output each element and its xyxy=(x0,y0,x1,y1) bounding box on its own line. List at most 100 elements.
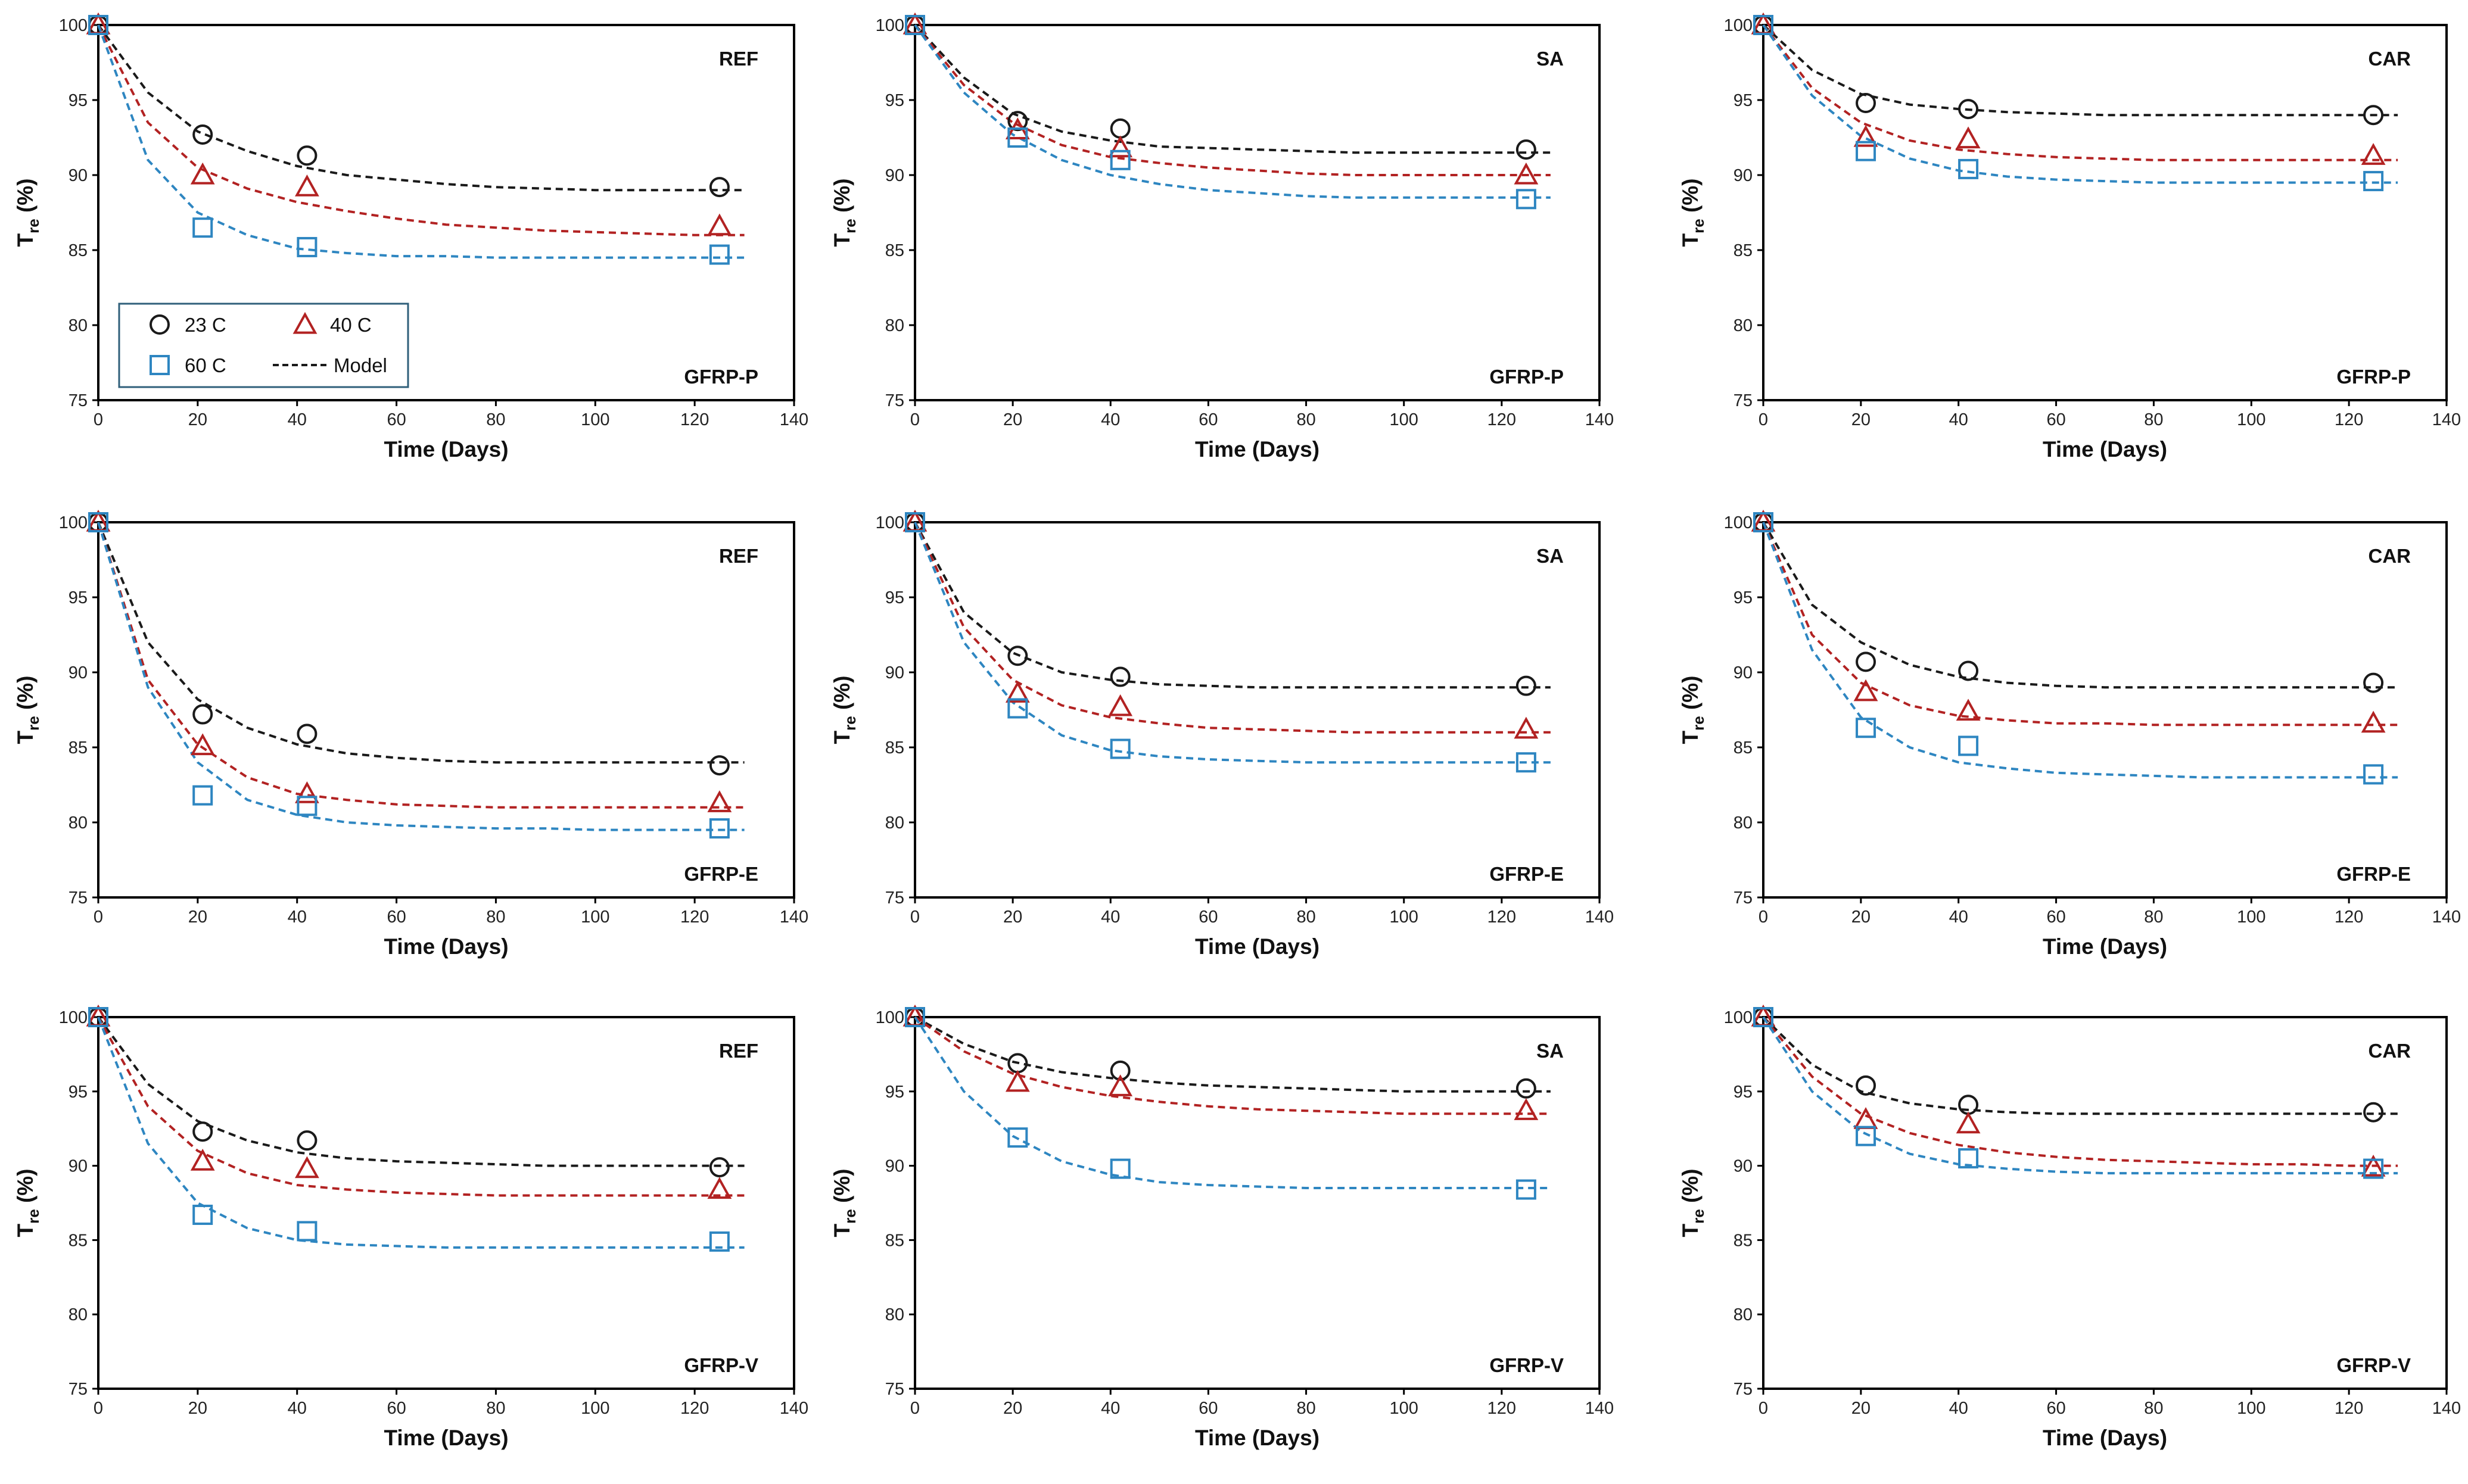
y-tick-label: 80 xyxy=(69,1305,88,1324)
model-curve-23c xyxy=(1762,1016,2398,1115)
legend-square-swatch xyxy=(150,355,170,375)
x-tick-label: 20 xyxy=(188,1399,207,1418)
y-tick-label: 75 xyxy=(1733,1380,1753,1399)
data-point-23c xyxy=(1515,139,1536,160)
x-tick-label: 40 xyxy=(288,410,307,429)
plot-frame xyxy=(914,1016,1601,1390)
model-curve-60c xyxy=(914,1016,1551,1189)
x-tick-label: 120 xyxy=(2335,410,2363,429)
x-tick-label: 100 xyxy=(1390,410,1418,429)
data-point-23c xyxy=(192,1121,213,1142)
y-tick-label: 80 xyxy=(69,316,88,335)
y-tick-label: 80 xyxy=(885,316,904,335)
model-curve-60c xyxy=(97,522,745,831)
x-tick-label: 60 xyxy=(1199,908,1218,927)
model-curve-40c xyxy=(97,1017,745,1197)
legend: 23 C 40 C 60 C Model xyxy=(118,303,409,388)
data-point-23c xyxy=(709,1157,730,1178)
x-axis-title: Time (Days) xyxy=(384,1426,508,1450)
x-tick-label: 0 xyxy=(1759,410,1768,429)
y-axis-title: Tre (%) xyxy=(1678,675,1707,744)
condition-label: CAR xyxy=(2369,1040,2411,1062)
x-tick-label: 20 xyxy=(1851,410,1871,429)
data-point-60c xyxy=(1753,512,1773,532)
data-point-40c xyxy=(190,162,215,185)
y-tick-label: 75 xyxy=(1733,391,1753,410)
data-point-40c xyxy=(1108,694,1133,716)
data-point-60c xyxy=(192,217,213,238)
data-point-40c xyxy=(1005,681,1030,703)
chart-panel-sa-gfrp-p: 0 20 40 60 80 100 120 140 75 80 85 90 95 100 Time (Day… xyxy=(830,12,1614,462)
x-tick-label: 20 xyxy=(1003,908,1022,927)
data-point-23c xyxy=(1110,118,1131,139)
model-curve-40c xyxy=(914,522,1551,734)
x-tick-label: 20 xyxy=(188,410,207,429)
y-tick-label: 85 xyxy=(1733,738,1753,757)
bar-type-label: GFRP-V xyxy=(1489,1354,1564,1376)
plot-frame xyxy=(914,521,1601,899)
x-tick-label: 40 xyxy=(1949,410,1968,429)
y-tick-label: 85 xyxy=(885,1231,904,1250)
x-tick-label: 60 xyxy=(2046,410,2065,429)
data-point-40c xyxy=(1005,1070,1030,1092)
data-point-23c xyxy=(1007,646,1028,666)
data-point-60c xyxy=(297,796,318,816)
y-tick-label: 90 xyxy=(1733,1157,1753,1176)
x-tick-label: 80 xyxy=(486,1399,505,1418)
data-point-40c xyxy=(2361,710,2386,733)
x-tick-label: 120 xyxy=(680,1399,709,1418)
y-axis-title: Tre (%) xyxy=(830,178,859,247)
data-point-40c xyxy=(1956,699,1981,721)
x-tick-label: 80 xyxy=(1296,410,1315,429)
plot-frame xyxy=(914,24,1601,401)
model-curve-23c xyxy=(97,1016,745,1167)
x-tick-label: 60 xyxy=(1199,410,1218,429)
x-axis-title: Time (Days) xyxy=(2043,934,2167,959)
condition-label: REF xyxy=(719,1040,758,1062)
model-curve-60c xyxy=(914,24,1551,199)
data-point-23c xyxy=(1958,660,1979,681)
bar-type-label: GFRP-V xyxy=(2336,1354,2411,1376)
x-tick-label: 0 xyxy=(94,1399,103,1418)
data-point-23c xyxy=(2363,105,2384,126)
x-axis-title: Time (Days) xyxy=(1195,1426,1319,1450)
model-curve-60c xyxy=(1762,522,2398,779)
plot-frame xyxy=(1762,24,2448,401)
data-point-60c xyxy=(297,236,318,257)
data-point-60c xyxy=(297,1221,318,1242)
y-axis-title: Tre (%) xyxy=(830,675,859,744)
y-tick-label: 100 xyxy=(1724,1008,1753,1027)
x-tick-label: 140 xyxy=(780,908,808,927)
data-point-23c xyxy=(297,145,318,166)
data-point-40c xyxy=(1108,135,1133,158)
x-tick-label: 60 xyxy=(2046,1399,2065,1418)
x-tick-label: 0 xyxy=(910,410,920,429)
data-point-40c xyxy=(1956,126,1981,149)
model-curve-23c xyxy=(97,24,745,192)
data-point-60c xyxy=(1515,752,1536,773)
x-tick-label: 80 xyxy=(1296,1399,1315,1418)
y-tick-label: 95 xyxy=(885,1083,904,1102)
x-tick-label: 80 xyxy=(486,410,505,429)
x-tick-label: 60 xyxy=(2046,908,2065,927)
data-point-40c xyxy=(1108,1074,1133,1096)
data-point-40c xyxy=(2361,143,2386,165)
bar-type-label: GFRP-V xyxy=(684,1354,758,1376)
y-axis-title: Tre (%) xyxy=(830,1168,859,1237)
data-point-60c xyxy=(1110,149,1131,170)
chart-panel-sa-gfrp-v: 0 20 40 60 80 100 120 140 75 80 85 90 95 100 Time (Day… xyxy=(830,1004,1614,1450)
data-point-60c xyxy=(905,512,925,532)
y-tick-label: 85 xyxy=(69,1231,88,1250)
x-tick-label: 0 xyxy=(94,908,103,927)
y-tick-label: 95 xyxy=(1733,1083,1753,1102)
y-tick-label: 75 xyxy=(885,391,904,410)
data-point-23c xyxy=(192,124,213,145)
data-point-23c xyxy=(1007,111,1028,132)
y-tick-label: 90 xyxy=(885,166,904,185)
y-tick-label: 90 xyxy=(885,663,904,682)
x-tick-label: 60 xyxy=(387,1399,406,1418)
x-tick-label: 100 xyxy=(581,410,609,429)
data-point-60c xyxy=(1007,698,1028,719)
x-tick-label: 100 xyxy=(2237,410,2265,429)
model-curve-60c xyxy=(1762,1016,2398,1175)
